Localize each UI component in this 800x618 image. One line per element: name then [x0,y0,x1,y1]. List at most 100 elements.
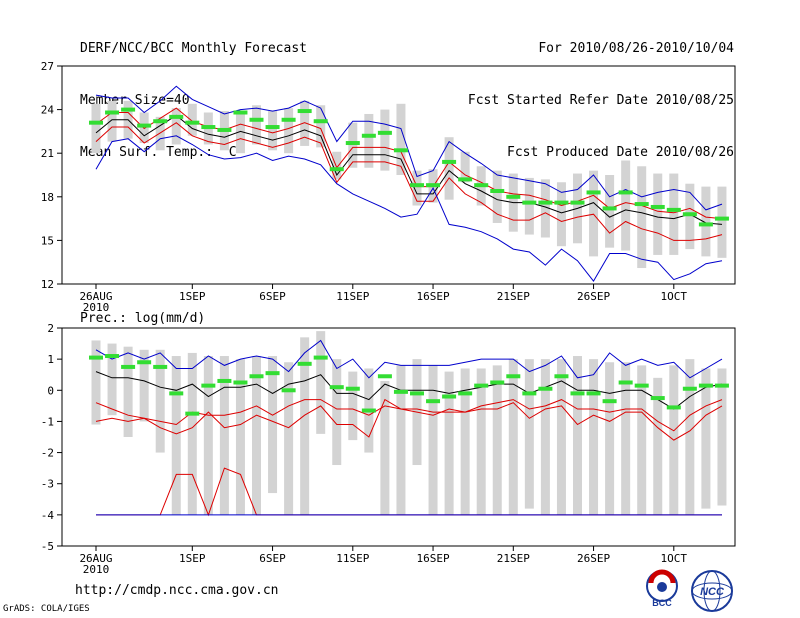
ensemble-box [364,113,374,168]
ensemble-box [605,362,615,515]
ensemble-box [91,103,101,154]
median-marker [522,200,537,205]
ensemble-box [492,170,502,223]
chart-title: DERF/NCC/BCC Monthly Forecast [80,41,307,56]
median-marker [377,374,392,379]
series-line-max [95,85,723,211]
ensemble-box [155,349,165,453]
ensemble-box [412,170,422,206]
ensemble-box [316,105,326,148]
median-marker [233,110,248,115]
ensemble-box [380,109,390,171]
median-marker [698,222,713,227]
ensemble-box [348,371,358,441]
ensemble-box [91,340,101,425]
median-marker [506,194,521,199]
median-marker [105,110,120,115]
x-tick-label: 11SEP [336,290,369,303]
median-marker [121,107,136,112]
x-tick-label: 26AUG [79,552,112,565]
median-marker [410,391,424,396]
ensemble-box [605,175,615,248]
ensemble-box [717,186,727,258]
ensemble-box [252,356,261,515]
y-tick-label: 24 [41,104,55,117]
series-line-mean [95,114,723,225]
median-marker [345,386,360,391]
y-tick-label: 0 [47,384,54,397]
median-marker [313,355,328,360]
ensemble-box [187,103,197,136]
median-marker [474,383,489,388]
median-marker [217,127,232,132]
series-line-mean-sd [95,398,723,441]
median-marker [361,408,376,413]
median-marker [618,190,633,195]
median-marker [458,177,473,182]
median-marker [554,374,569,379]
x-tick-label: 1OCT [661,552,688,565]
median-marker [442,394,457,399]
ensemble-box [284,362,294,515]
ensemble-box [268,111,278,151]
median-marker [169,114,184,119]
ensemble-box [171,356,181,515]
median-marker [650,396,665,401]
median-marker [570,391,585,396]
median-marker [426,183,441,188]
median-marker [249,117,264,122]
x-tick-label: 26SEP [577,290,610,303]
median-marker [121,364,136,369]
x-tick-label: 6SEP [259,552,286,565]
ensemble-box [300,100,310,146]
ensemble-box [508,359,518,515]
median-marker [634,383,649,388]
median-marker [490,380,505,385]
plot-frame [61,65,736,285]
median-marker [554,200,569,205]
median-marker [426,399,441,404]
ncc-logo: NCC [691,570,733,612]
median-marker [89,355,103,360]
ensemble-box [203,356,213,515]
median-marker [217,378,232,383]
ensemble-box [300,337,310,515]
series-line-mean+sd [95,399,723,432]
median-marker [714,216,729,221]
median-marker [169,391,184,396]
ensemble-box [235,359,245,515]
y-tick-label: 2 [47,322,54,335]
source-url[interactable]: http://cmdp.ncc.cma.gov.cn [75,583,279,598]
x-tick-label: 1SEP [179,552,206,565]
y-tick-label: 12 [41,278,54,291]
median-marker [570,200,585,205]
ensemble-box [332,151,342,180]
median-marker [650,204,665,209]
ensemble-box [637,166,647,269]
ensemble-box [316,331,326,434]
ensemble-box [476,368,486,515]
median-marker [153,364,168,369]
ensemble-box [685,183,695,250]
ensemble-box [444,371,454,515]
y-tick-label: -2 [41,447,54,460]
median-marker [297,361,312,366]
y-tick-label: 15 [41,234,54,247]
ensemble-box [219,356,229,515]
grads-credit: GrADS: COLA/IGES [3,604,90,614]
median-marker [345,141,360,146]
plot-frame [61,327,736,547]
forecast-period: For 2010/08/26-2010/10/04 [538,41,734,56]
ensemble-box [444,137,454,200]
median-marker [233,380,248,385]
series-line-min [95,135,723,282]
series-line-mean-sd [95,122,723,241]
ensemble-box [284,108,294,154]
median-marker [281,388,296,393]
y-tick-label: 18 [41,191,54,204]
median-marker [538,200,553,205]
ensemble-box [460,368,470,515]
median-marker [634,202,649,207]
x-tick-sublabel: 2010 [83,301,110,314]
